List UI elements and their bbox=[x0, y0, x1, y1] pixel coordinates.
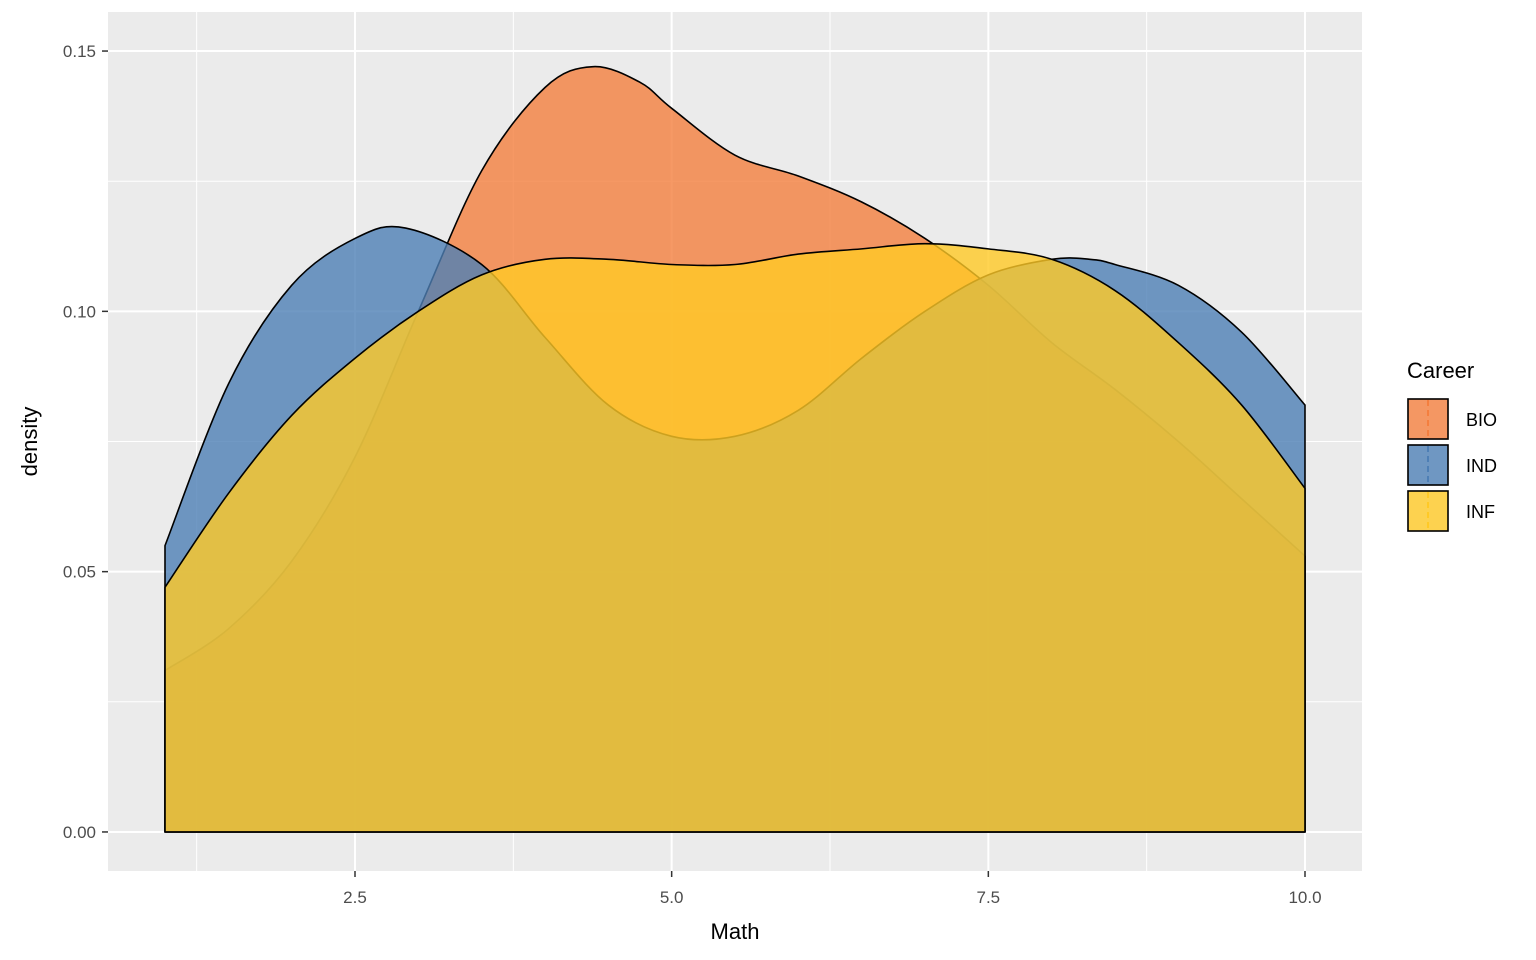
x-axis: 2.5 5.0 7.5 10.0 bbox=[343, 871, 1322, 907]
y-axis-title: density bbox=[17, 407, 42, 477]
legend-label-ind: IND bbox=[1466, 456, 1497, 476]
legend-title: Career bbox=[1407, 358, 1474, 383]
legend: Career BIO IND INF bbox=[1407, 358, 1497, 532]
y-tick-label: 0.15 bbox=[63, 42, 96, 61]
density-areas bbox=[164, 65, 1306, 833]
legend-label-bio: BIO bbox=[1466, 410, 1497, 430]
legend-label-inf: INF bbox=[1466, 502, 1495, 522]
x-axis-title: Math bbox=[711, 919, 760, 944]
x-tick-label: 10.0 bbox=[1288, 888, 1321, 907]
y-tick-label: 0.05 bbox=[63, 563, 96, 582]
x-tick-label: 2.5 bbox=[343, 888, 367, 907]
x-tick-label: 5.0 bbox=[660, 888, 684, 907]
y-axis: 0.00 0.05 0.10 0.15 bbox=[63, 42, 108, 842]
y-tick-label: 0.10 bbox=[63, 302, 96, 321]
y-tick-label: 0.00 bbox=[63, 823, 96, 842]
density-area-inf bbox=[164, 242, 1306, 833]
x-tick-label: 7.5 bbox=[977, 888, 1001, 907]
